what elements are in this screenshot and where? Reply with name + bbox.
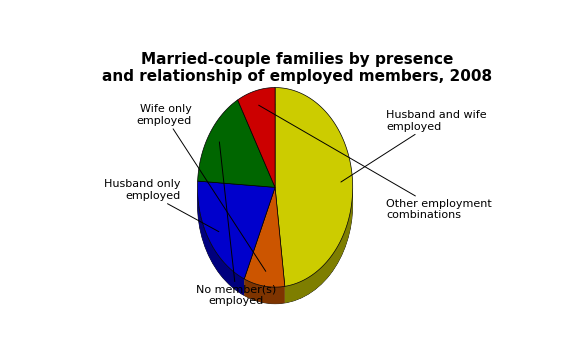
Text: Husband and wife
employed: Husband and wife employed [341,110,487,182]
Polygon shape [238,87,275,187]
Polygon shape [244,187,285,287]
Text: Wife only
employed: Wife only employed [137,104,266,271]
Polygon shape [198,100,275,187]
Ellipse shape [197,104,353,304]
Text: Husband only
employed: Husband only employed [104,179,219,232]
Polygon shape [285,189,353,303]
Polygon shape [244,279,285,304]
Polygon shape [275,87,353,286]
Text: No member(s)
employed: No member(s) employed [196,142,277,306]
Text: Other employment
combinations: Other employment combinations [259,105,492,220]
Polygon shape [197,189,244,296]
Polygon shape [197,181,275,279]
Text: Married-couple families by presence
and relationship of employed members, 2008: Married-couple families by presence and … [102,51,492,84]
